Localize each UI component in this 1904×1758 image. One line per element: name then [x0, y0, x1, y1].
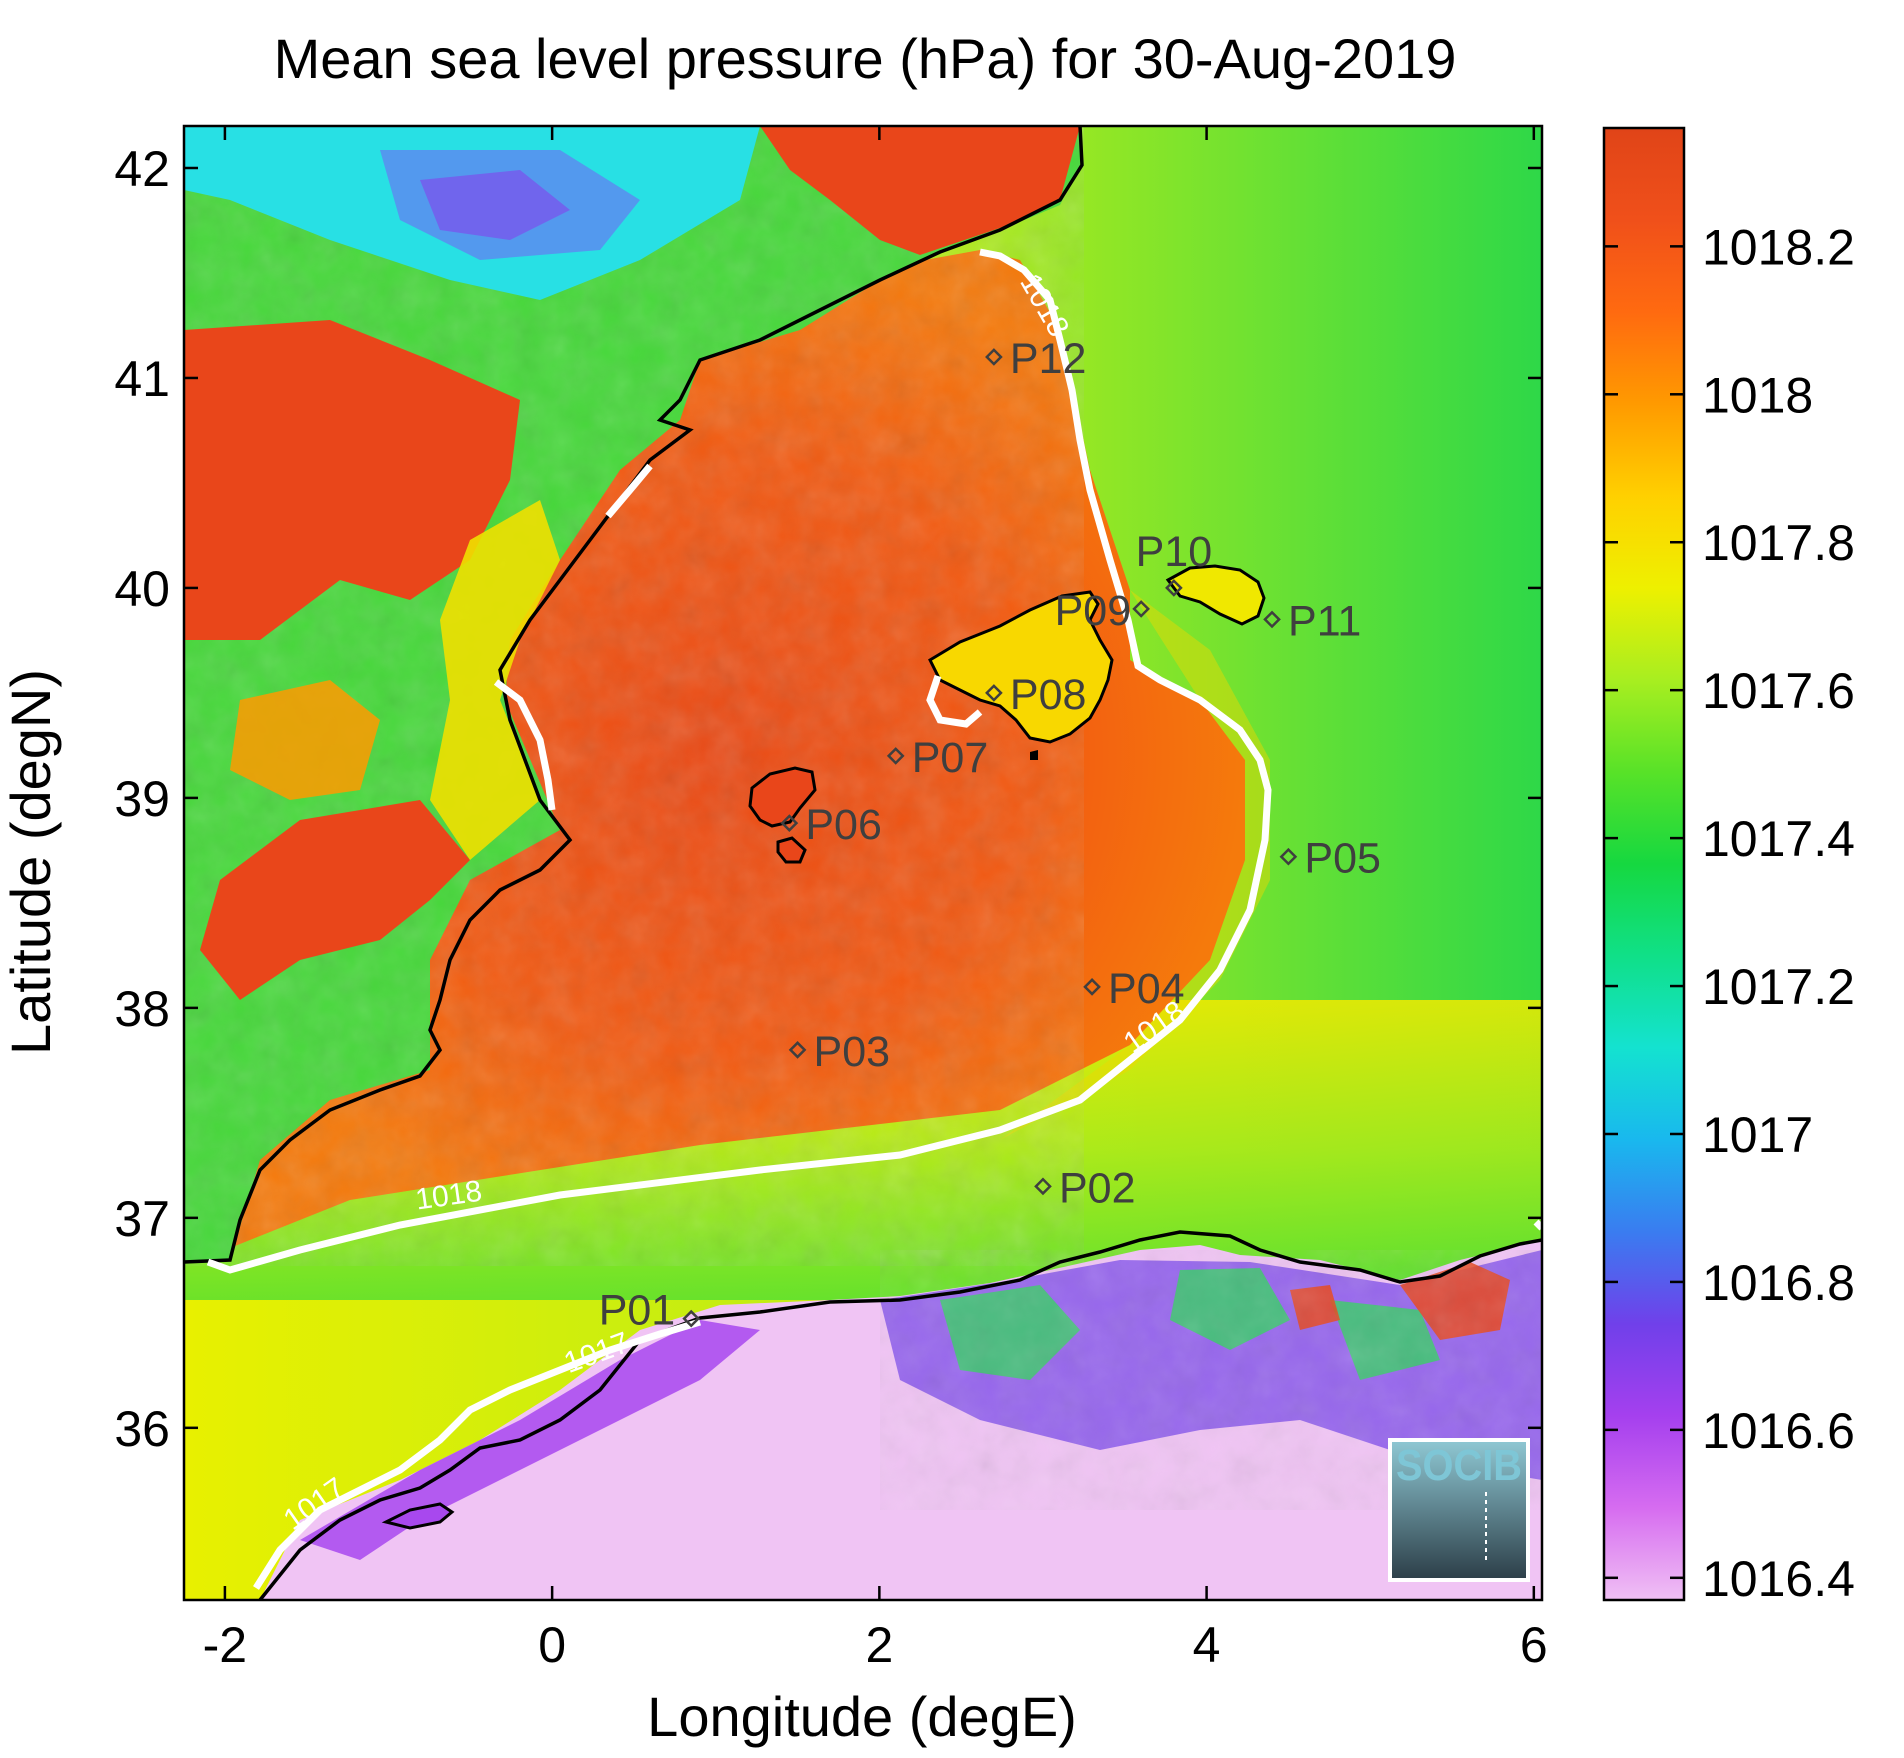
islet-alboran	[381, 1502, 455, 1530]
point-diamond	[985, 348, 1003, 366]
colorbar-tick-label: 1017	[1702, 1107, 1813, 1163]
colorbar-tick-label: 1017.8	[1702, 515, 1855, 571]
land-africa-purple-strip	[300, 1320, 760, 1560]
point-label: P07	[912, 734, 989, 782]
colorbar-tick-label: 1017.2	[1702, 959, 1855, 1015]
point-marker: P03	[788, 1028, 891, 1076]
x-tick-label: 6	[1520, 1617, 1548, 1673]
colorbar-tick-label: 1016.4	[1702, 1551, 1855, 1607]
y-tick-label: 40	[114, 561, 170, 617]
land-red-pyrenees	[760, 126, 1080, 255]
point-label: P10	[1136, 528, 1213, 576]
x-tick-label: 0	[538, 1617, 566, 1673]
point-marker: P06	[780, 801, 882, 849]
y-tick-label: 36	[114, 1401, 170, 1457]
land-red-central-iberia	[184, 320, 520, 640]
point-diamond	[1279, 847, 1298, 866]
colorbar-tick-label: 1017.4	[1702, 811, 1855, 867]
point-marker: P09	[1055, 587, 1150, 635]
point-label: P03	[814, 1028, 891, 1076]
point-label: P08	[1010, 671, 1087, 719]
contour-1018-main	[206, 248, 1272, 1274]
island-mallorca	[928, 590, 1114, 744]
map-area: 1018 1018 1018 1017 1017 P01P02P03P04P05…	[184, 126, 1542, 1600]
point-diamond	[788, 1041, 807, 1059]
colorbar-tick-label: 1016.6	[1702, 1403, 1855, 1459]
land-orange-patch	[230, 680, 380, 800]
colorbar: 1016.4 1016.6 1016.8 1017 1017.2 1017.4 1017.6…	[1602, 126, 1855, 1607]
island-formentera	[776, 836, 807, 864]
point-diamond	[1034, 1177, 1052, 1196]
land-red-southeast-iberia	[200, 800, 470, 1000]
point-label: P12	[1010, 335, 1087, 383]
colorbar-tick-label: 1018.2	[1702, 219, 1855, 275]
point-label: P06	[805, 801, 882, 849]
socib-logo: SOCIB	[1388, 1438, 1530, 1582]
point-marker: P04	[1083, 965, 1185, 1013]
socib-logo-frame	[1388, 1438, 1530, 1582]
y-tick-label: 39	[114, 771, 170, 827]
point-marker: P12	[985, 335, 1087, 383]
y-axis-label: Latitude (degN)	[0, 669, 62, 1055]
axis-ticks: -2 0 2 4 6 36 37 38 39 40 41 42	[114, 126, 1548, 1673]
x-axis-label: Longitude (degE)	[647, 1685, 1077, 1748]
colorbar-ticks: 1016.4 1016.6 1016.8 1017 1017.2 1017.4 1017.6…	[1604, 219, 1855, 1607]
contour-1017	[253, 1318, 702, 1590]
point-diamond	[886, 747, 905, 765]
y-tick-label: 37	[114, 1191, 170, 1247]
point-diamond	[1132, 600, 1150, 618]
point-diamond	[1083, 978, 1101, 996]
colorbar-tick-label: 1016.8	[1702, 1255, 1855, 1311]
land-violet-patch	[420, 170, 570, 240]
y-tick-label: 42	[114, 141, 170, 197]
point-label: P09	[1055, 587, 1132, 635]
point-label: P05	[1304, 835, 1381, 883]
point-marker: P11	[1263, 597, 1361, 645]
island-menorca	[1165, 564, 1266, 626]
point-marker: P10	[1136, 528, 1213, 597]
point-diamond	[1165, 579, 1183, 597]
x-tick-label: 4	[1193, 1617, 1221, 1673]
point-diamond	[985, 684, 1003, 702]
socib-logo-text: SOCIB	[1396, 1441, 1522, 1490]
coastline-north-africa	[258, 1230, 1542, 1600]
point-marker: P01	[599, 1287, 701, 1335]
point-label: P11	[1288, 597, 1361, 645]
x-tick-label: 2	[865, 1617, 893, 1673]
colorbar-bar	[1602, 126, 1686, 1602]
x-tick-label: -2	[203, 1617, 247, 1673]
island-cabrera	[1030, 750, 1038, 760]
contour-1018-mallorca	[926, 674, 983, 728]
point-label: P02	[1059, 1164, 1136, 1212]
contour-1018-west-coast	[493, 679, 556, 811]
point-label: P01	[599, 1287, 676, 1335]
y-tick-label: 38	[114, 981, 170, 1037]
point-label: P04	[1108, 965, 1185, 1013]
point-marker: P07	[886, 734, 989, 782]
coastline-iberia	[184, 126, 1084, 1264]
colorbar-tick-label: 1017.6	[1702, 663, 1855, 719]
point-marker: P02	[1034, 1164, 1136, 1212]
point-diamond	[780, 814, 799, 832]
contour-1018-north-coast	[605, 463, 653, 519]
island-ibiza	[748, 766, 817, 828]
point-diamond	[682, 1309, 701, 1328]
point-diamond	[1263, 610, 1281, 629]
y-tick-label: 41	[114, 351, 170, 407]
chart-title: Mean sea level pressure (hPa) for 30-Aug…	[274, 27, 1457, 90]
point-marker: P08	[985, 671, 1087, 719]
colorbar-tick-label: 1018	[1702, 367, 1813, 423]
map-frame	[182, 124, 1544, 1602]
point-marker: P05	[1279, 835, 1381, 883]
